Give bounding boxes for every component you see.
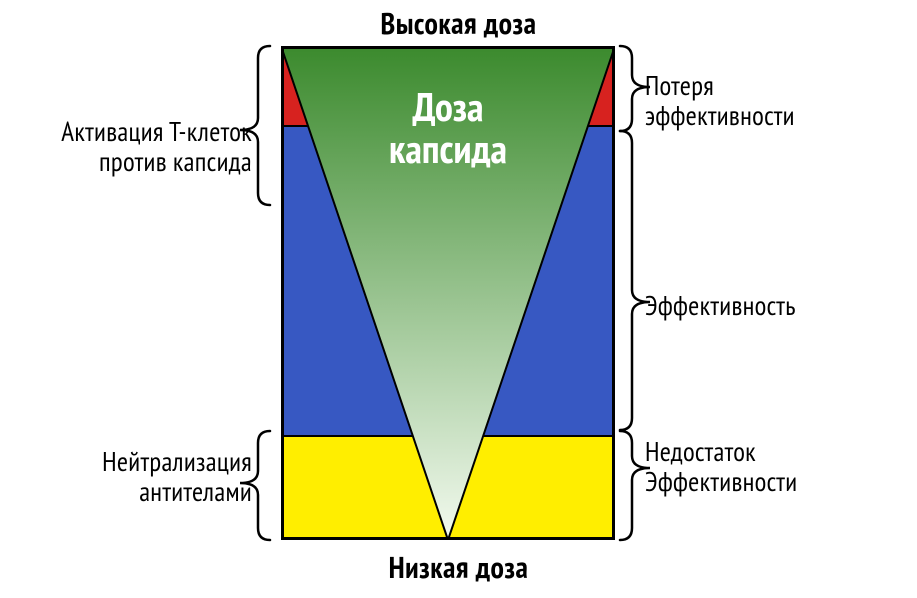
title-top: Высокая доза [0, 4, 917, 43]
brace-tcell [240, 46, 270, 205]
brace-antibody [240, 431, 270, 540]
brace-insuff [620, 431, 650, 540]
label-eff: Эффективность [645, 292, 796, 322]
label-antibody: Нейтрализацияантителами [102, 448, 252, 507]
dose-diagram [281, 46, 615, 540]
brace-loss [620, 46, 650, 131]
diagram-svg [281, 46, 615, 540]
label-insuff: НедостатокЭффективности [645, 438, 797, 497]
title-bottom: Низкая доза [0, 548, 917, 587]
label-tcell: Активация Т-клетокпротив капсида [61, 118, 252, 177]
label-loss: Потеряэффективности [645, 72, 795, 131]
brace-eff [620, 131, 650, 430]
